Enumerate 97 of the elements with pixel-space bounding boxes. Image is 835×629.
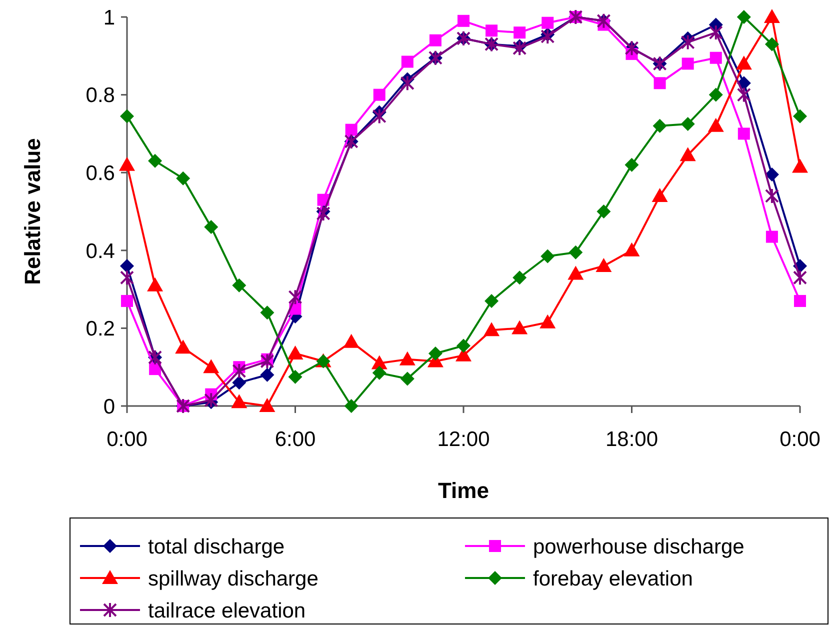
point [764, 168, 779, 182]
point [231, 394, 248, 408]
point [399, 351, 416, 366]
y-tick-label: 0 [103, 395, 115, 418]
point [343, 334, 360, 348]
x-tick-label: 18:00 [605, 428, 658, 451]
point [458, 14, 470, 27]
legend-label: tailrace elevation [148, 599, 306, 622]
point [680, 34, 695, 50]
legend-label: forebay elevation [533, 567, 693, 590]
point [373, 88, 386, 101]
point [540, 249, 555, 264]
point [708, 88, 723, 102]
point [596, 258, 612, 272]
point [147, 277, 164, 292]
point [400, 75, 414, 92]
y-tick-label: 1 [103, 6, 115, 30]
point [428, 346, 442, 360]
y-axis-title: Relative value [20, 138, 45, 285]
point [654, 77, 666, 90]
point [764, 37, 779, 52]
point [792, 158, 808, 173]
point [401, 56, 414, 68]
point [540, 314, 556, 328]
point [766, 230, 778, 243]
point [736, 10, 751, 24]
x-tick-label: 6:00 [274, 428, 316, 451]
legend-label: spillway discharge [148, 567, 318, 590]
point [764, 9, 780, 23]
point [232, 362, 246, 379]
point [456, 338, 470, 353]
point [710, 52, 722, 64]
point [372, 108, 386, 124]
point [793, 270, 807, 286]
point [204, 220, 218, 234]
legend-label: powerhouse discharge [533, 535, 744, 558]
point [148, 154, 162, 168]
y-tick-label: 0.6 [86, 162, 115, 185]
point [232, 278, 246, 292]
point [484, 294, 499, 308]
point [738, 128, 750, 140]
x-tick-label: 12:00 [437, 428, 490, 451]
point [514, 26, 526, 39]
point [120, 270, 134, 286]
point [316, 205, 330, 222]
point [652, 188, 668, 202]
point [175, 340, 192, 354]
point [682, 58, 694, 70]
point [764, 188, 779, 204]
point [736, 86, 751, 103]
point [232, 376, 246, 390]
point [204, 392, 218, 408]
x-tick-label: 0:00 [780, 428, 820, 451]
point [288, 370, 302, 384]
point [568, 245, 583, 260]
point [287, 345, 304, 360]
point [400, 372, 414, 386]
point [540, 28, 555, 44]
point [708, 24, 723, 41]
point [793, 109, 807, 124]
point [512, 320, 528, 334]
point [259, 398, 276, 412]
point [484, 322, 500, 336]
legend-label: total discharge [148, 535, 285, 558]
point [652, 118, 667, 133]
point [624, 158, 639, 172]
point [568, 266, 584, 280]
point [119, 156, 135, 171]
point [120, 258, 134, 273]
point [345, 124, 358, 136]
point [624, 242, 640, 256]
point [288, 289, 302, 306]
point [794, 294, 806, 307]
point [120, 109, 134, 124]
y-tick-label: 0.8 [86, 84, 115, 108]
point [260, 353, 274, 370]
x-axis-title: Time [438, 478, 489, 503]
x-tick-label: 0:00 [106, 428, 148, 451]
point [542, 16, 554, 29]
point [512, 40, 527, 56]
y-tick-label: 0.4 [86, 240, 116, 263]
point [176, 171, 190, 186]
point [596, 204, 611, 218]
point [260, 368, 274, 382]
point [486, 24, 498, 37]
y-tick-label: 0.2 [86, 318, 115, 341]
point [736, 56, 752, 70]
point [429, 34, 442, 46]
point [121, 294, 133, 307]
point [680, 147, 696, 162]
point [372, 366, 386, 380]
point [260, 306, 274, 320]
point [680, 116, 695, 131]
point [708, 118, 724, 132]
point [203, 359, 220, 374]
point [344, 399, 358, 413]
point [512, 270, 527, 285]
